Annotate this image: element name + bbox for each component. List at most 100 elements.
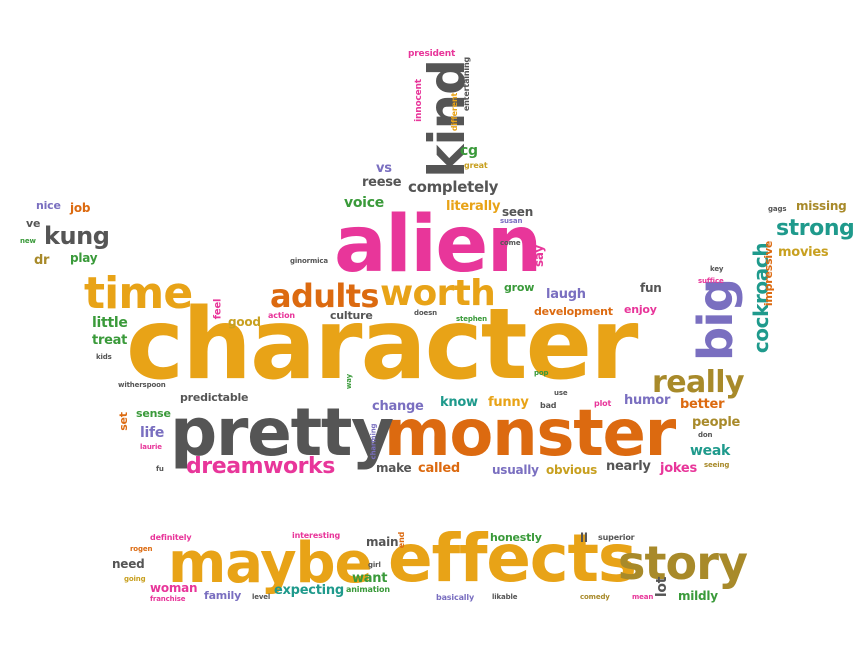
cloud-word-seeing: seeing: [704, 461, 730, 469]
cloud-word-entertaining: entertaining: [462, 56, 472, 112]
cloud-word-action: action: [268, 311, 295, 320]
cloud-word-fun: fun: [640, 281, 662, 295]
cloud-word-doesn: doesn: [414, 309, 438, 317]
cloud-word-culture: culture: [330, 309, 373, 322]
cloud-word-good: good: [228, 315, 261, 329]
cloud-word-use: use: [554, 389, 568, 397]
cloud-word-movies: movies: [778, 245, 829, 260]
cloud-word-gags: gags: [768, 205, 787, 213]
cloud-word-predictable: predictable: [180, 391, 249, 404]
cloud-word-humor: humor: [624, 393, 671, 408]
cloud-word-pretty: pretty: [170, 394, 394, 471]
cloud-word-stephen: stephen: [456, 315, 488, 323]
cloud-word-story: story: [618, 536, 748, 590]
cloud-word-missing: missing: [796, 199, 847, 213]
cloud-word-different: different: [450, 92, 460, 132]
cloud-word-completely: completely: [408, 178, 499, 196]
cloud-word-going: going: [124, 575, 146, 583]
cloud-word-suffice: suffice: [698, 277, 724, 285]
cloud-word-dr: dr: [34, 253, 50, 268]
cloud-word-pop: pop: [534, 369, 549, 377]
cloud-word-expecting: expecting: [274, 583, 344, 598]
cloud-word-family: family: [204, 589, 242, 602]
cloud-word-alien: alien: [334, 200, 542, 290]
cloud-word-key: key: [710, 265, 724, 273]
cloud-word-lot: lot: [654, 576, 671, 598]
cloud-word-say: say: [531, 245, 546, 267]
cloud-word-literally: literally: [446, 199, 501, 214]
cloud-word-laugh: laugh: [546, 287, 586, 302]
cloud-word-definitely: definitely: [150, 533, 192, 542]
cloud-word-basically: basically: [436, 593, 475, 602]
cloud-word-life: life: [140, 425, 165, 441]
cloud-word-laurie: laurie: [140, 443, 162, 451]
cloud-word-nearly: nearly: [606, 459, 651, 474]
cloud-word-treat: treat: [92, 333, 128, 348]
cloud-word-big: big: [688, 278, 745, 362]
cloud-word-grow: grow: [504, 281, 535, 294]
cloud-word-development: development: [534, 305, 613, 318]
cloud-word-better: better: [680, 397, 725, 412]
cloud-word-president: president: [408, 49, 456, 59]
cloud-word-cg: cg: [460, 143, 478, 159]
cloud-word-make: make: [376, 461, 412, 475]
cloud-word-feel: feel: [212, 298, 224, 320]
cloud-word-great: great: [464, 161, 488, 170]
cloud-word-mean: mean: [632, 593, 654, 601]
cloud-word-mildly: mildly: [678, 589, 718, 603]
cloud-word-ve: ve: [26, 217, 41, 230]
cloud-word-rogen: rogen: [130, 545, 153, 553]
cloud-word-don: don: [698, 431, 713, 439]
cloud-word-jokes: jokes: [660, 461, 697, 476]
cloud-word-animation: animation: [346, 585, 390, 594]
cloud-word-impressive: impressive: [762, 240, 776, 307]
cloud-word-enjoy: enjoy: [624, 303, 657, 316]
cloud-word-funny: funny: [488, 395, 529, 410]
cloud-word-main: main: [366, 535, 399, 549]
cloud-word-need: need: [112, 557, 145, 571]
cloud-word-people: people: [692, 415, 741, 430]
cloud-word-vs: vs: [376, 161, 392, 176]
cloud-word-know: know: [440, 395, 478, 410]
cloud-word-way: way: [345, 373, 354, 390]
cloud-word-job: job: [70, 201, 91, 215]
cloud-word-interesting: interesting: [292, 531, 341, 540]
cloud-word-little: little: [92, 315, 128, 331]
cloud-word-really: really: [652, 365, 745, 400]
cloud-word-new: new: [20, 237, 36, 245]
cloud-word-bad: bad: [540, 401, 557, 410]
cloud-word-franchise: franchise: [150, 595, 186, 603]
cloud-word-strong: strong: [776, 216, 855, 241]
cloud-word-play: play: [70, 251, 98, 265]
cloud-word-comedy: comedy: [580, 593, 610, 601]
cloud-word-innocent: innocent: [413, 79, 424, 122]
cloud-word-ginormica: ginormica: [290, 257, 328, 265]
cloud-word-dreamworks: dreamworks: [186, 454, 335, 479]
cloud-word-weak: weak: [690, 443, 731, 459]
cloud-word-set: set: [116, 412, 130, 431]
cloud-word-maybe: maybe: [168, 531, 373, 596]
cloud-word-sense: sense: [136, 407, 171, 420]
cloud-word-effects: effects: [388, 520, 637, 597]
cloud-word-ll: ll: [580, 531, 588, 545]
cloud-word-honestly: honestly: [490, 531, 542, 544]
cloud-word-obvious: obvious: [546, 463, 598, 477]
cloud-word-want: want: [352, 571, 388, 586]
cloud-word-witherspoon: witherspoon: [118, 381, 166, 389]
cloud-word-woman: woman: [150, 581, 198, 595]
cloud-word-adults: adults: [270, 277, 379, 315]
cloud-word-time: time: [84, 268, 193, 319]
cloud-word-called: called: [418, 461, 460, 476]
cloud-word-reese: reese: [362, 175, 402, 190]
cloud-word-kids: kids: [96, 353, 112, 361]
cloud-word-voice: voice: [344, 195, 384, 211]
cloud-word-usually: usually: [492, 463, 539, 477]
cloud-word-superior: superior: [598, 533, 635, 542]
cloud-word-fu: fu: [156, 465, 164, 473]
cloud-word-character: character: [126, 288, 639, 402]
cloud-word-worth: worth: [380, 273, 496, 314]
cloud-word-susan: susan: [500, 217, 523, 225]
cloud-word-end: end: [397, 531, 407, 549]
cloud-word-seen: seen: [502, 205, 534, 219]
